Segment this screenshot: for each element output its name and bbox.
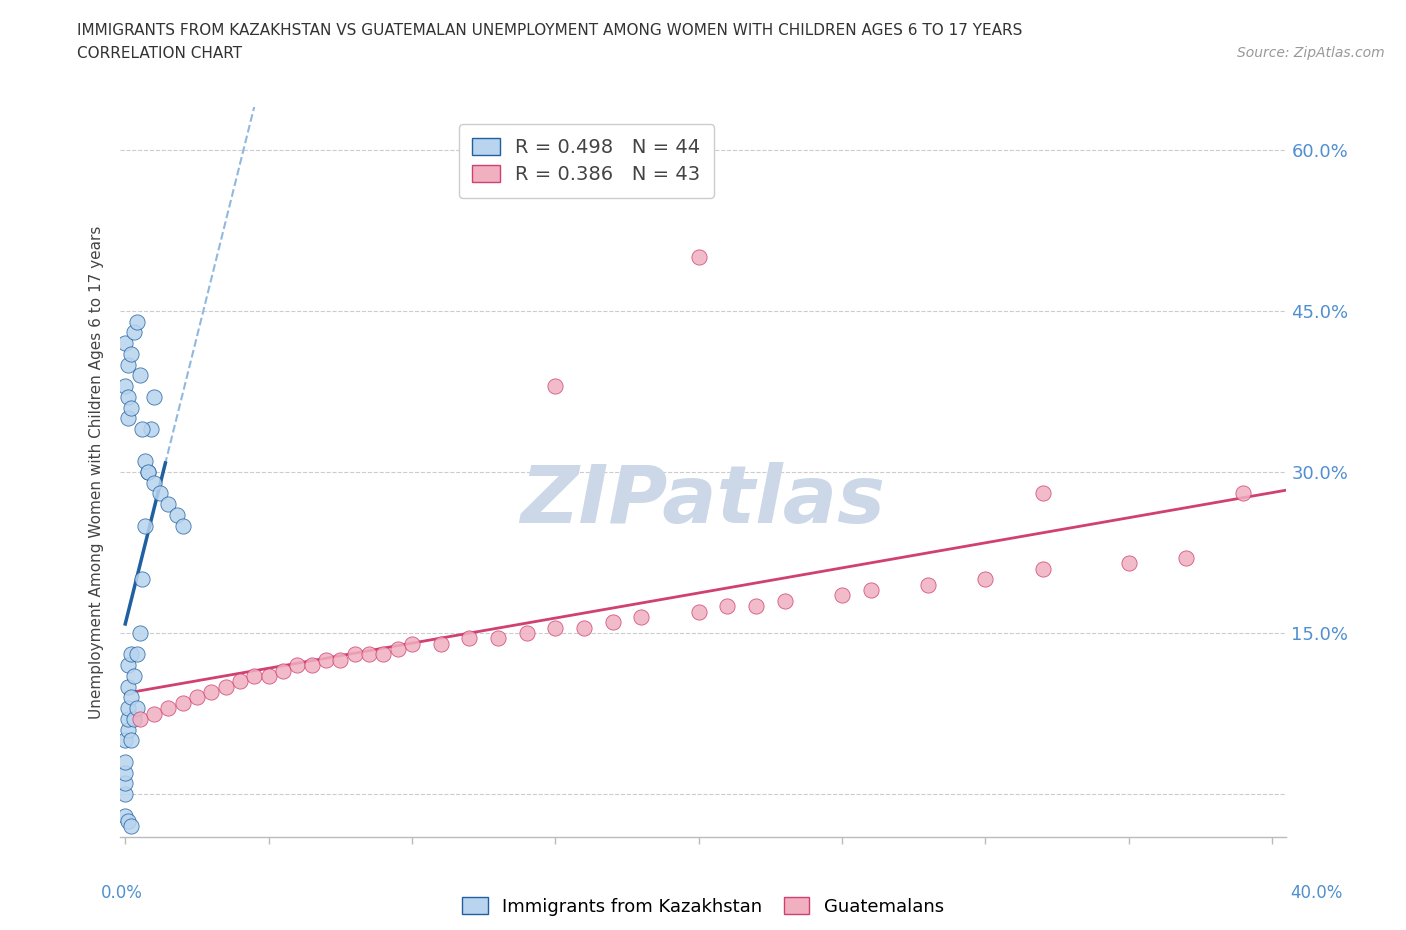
- Point: [120, 400, 142, 415]
- Point: [974, 572, 997, 587]
- Point: [172, 696, 194, 711]
- Point: [120, 818, 142, 833]
- Point: [186, 690, 208, 705]
- Point: [114, 379, 136, 393]
- Point: [329, 653, 352, 668]
- Point: [745, 599, 768, 614]
- Point: [125, 700, 148, 715]
- Point: [285, 658, 308, 672]
- Point: [859, 582, 882, 597]
- Point: [125, 314, 148, 329]
- Point: [544, 379, 567, 393]
- Point: [142, 390, 165, 405]
- Point: [142, 706, 165, 721]
- Point: [114, 754, 136, 769]
- Point: [114, 765, 136, 780]
- Point: [602, 615, 624, 630]
- Legend: Immigrants from Kazakhstan, Guatemalans: Immigrants from Kazakhstan, Guatemalans: [456, 890, 950, 923]
- Text: Source: ZipAtlas.com: Source: ZipAtlas.com: [1237, 46, 1385, 60]
- Point: [122, 711, 145, 726]
- Point: [458, 631, 481, 645]
- Point: [630, 609, 652, 624]
- Point: [243, 669, 266, 684]
- Text: 40.0%: 40.0%: [1291, 884, 1343, 902]
- Point: [139, 421, 162, 436]
- Point: [117, 658, 139, 672]
- Point: [831, 588, 853, 603]
- Point: [357, 647, 380, 662]
- Point: [136, 465, 159, 480]
- Point: [716, 599, 738, 614]
- Point: [125, 647, 148, 662]
- Y-axis label: Unemployment Among Women with Children Ages 6 to 17 years: Unemployment Among Women with Children A…: [89, 225, 104, 719]
- Point: [917, 578, 939, 592]
- Point: [1175, 551, 1198, 565]
- Point: [117, 357, 139, 372]
- Point: [131, 572, 153, 587]
- Point: [122, 669, 145, 684]
- Point: [271, 663, 294, 678]
- Point: [1232, 486, 1254, 501]
- Point: [1032, 561, 1054, 576]
- Point: [128, 711, 150, 726]
- Point: [122, 325, 145, 339]
- Point: [117, 711, 139, 726]
- Point: [142, 475, 165, 490]
- Point: [516, 626, 538, 641]
- Point: [315, 653, 337, 668]
- Point: [773, 593, 796, 608]
- Point: [117, 390, 139, 405]
- Point: [166, 508, 188, 523]
- Point: [343, 647, 366, 662]
- Point: [117, 679, 139, 694]
- Point: [128, 368, 150, 383]
- Point: [117, 411, 139, 426]
- Text: ZIPatlas: ZIPatlas: [520, 462, 886, 540]
- Point: [1118, 556, 1140, 571]
- Text: CORRELATION CHART: CORRELATION CHART: [77, 46, 242, 61]
- Point: [544, 620, 567, 635]
- Point: [157, 700, 180, 715]
- Point: [128, 626, 150, 641]
- Point: [1032, 486, 1054, 501]
- Point: [134, 454, 156, 469]
- Point: [214, 679, 236, 694]
- Point: [136, 465, 159, 480]
- Point: [429, 636, 451, 651]
- Text: IMMIGRANTS FROM KAZAKHSTAN VS GUATEMALAN UNEMPLOYMENT AMONG WOMEN WITH CHILDREN : IMMIGRANTS FROM KAZAKHSTAN VS GUATEMALAN…: [77, 23, 1022, 38]
- Point: [257, 669, 280, 684]
- Point: [120, 690, 142, 705]
- Point: [120, 647, 142, 662]
- Point: [229, 674, 252, 689]
- Point: [157, 497, 180, 512]
- Point: [120, 733, 142, 748]
- Point: [114, 776, 136, 790]
- Point: [387, 642, 409, 657]
- Point: [117, 814, 139, 829]
- Point: [120, 347, 142, 362]
- Point: [486, 631, 509, 645]
- Point: [114, 336, 136, 351]
- Point: [373, 647, 395, 662]
- Point: [172, 518, 194, 533]
- Point: [401, 636, 423, 651]
- Point: [114, 733, 136, 748]
- Point: [114, 787, 136, 802]
- Point: [688, 604, 710, 619]
- Point: [117, 723, 139, 737]
- Point: [117, 700, 139, 715]
- Point: [301, 658, 323, 672]
- Point: [114, 808, 136, 823]
- Point: [149, 486, 172, 501]
- Point: [131, 421, 153, 436]
- Point: [134, 518, 156, 533]
- Text: 0.0%: 0.0%: [101, 884, 143, 902]
- Point: [688, 250, 710, 265]
- Point: [572, 620, 595, 635]
- Point: [200, 684, 222, 699]
